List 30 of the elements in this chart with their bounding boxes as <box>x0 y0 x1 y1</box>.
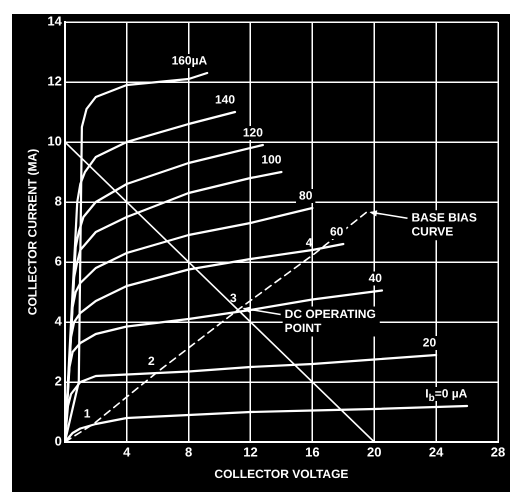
x-tick-label: 24 <box>428 444 444 460</box>
annotation: 2 <box>148 354 155 368</box>
x-axis-title: COLLECTOR VOLTAGE <box>214 467 348 482</box>
y-axis-title: COLLECTOR CURRENT (MA) <box>26 148 40 316</box>
series-label: 160µA <box>172 53 208 68</box>
y-tick-label: 10 <box>47 134 62 149</box>
series-label: 40 <box>368 270 382 285</box>
series-label: 140 <box>215 92 236 106</box>
annotation: DC OPERATING POINT <box>284 306 376 335</box>
x-tick-label: 28 <box>490 444 506 460</box>
x-tick-label: 20 <box>367 444 382 460</box>
y-tick-label: 0 <box>54 434 62 449</box>
x-tick-label: 12 <box>243 444 258 460</box>
y-tick-label: 14 <box>47 14 63 29</box>
series-label: 20 <box>422 335 436 350</box>
series-label: 60 <box>330 224 344 238</box>
series-label: 100 <box>261 152 282 166</box>
x-tick-label: 8 <box>184 444 192 460</box>
y-tick-label: 12 <box>47 74 62 89</box>
x-tick-label: 16 <box>305 444 320 460</box>
y-tick-label: 2 <box>54 374 62 389</box>
y-tick-label: 4 <box>54 314 63 329</box>
series-label: 80 <box>299 188 313 202</box>
x-tick-label: 4 <box>123 444 132 460</box>
y-tick-label: 6 <box>54 254 62 269</box>
annotation: 1 <box>84 406 91 420</box>
annotation: BASE BIAS CURVE <box>412 210 477 239</box>
y-tick-label: 8 <box>54 194 62 209</box>
annotation: 3 <box>230 290 237 305</box>
series-label: 120 <box>242 125 264 140</box>
